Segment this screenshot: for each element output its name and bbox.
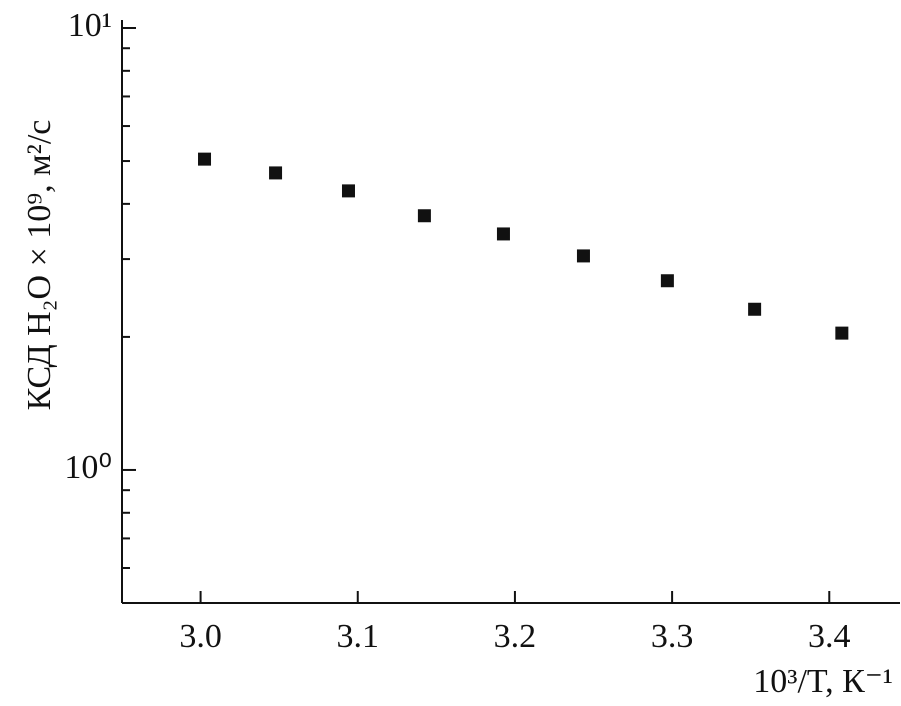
x-tick-label: 3.2 xyxy=(494,618,537,655)
data-point xyxy=(748,302,762,316)
y-tick-label: 10¹ xyxy=(68,7,112,44)
data-point xyxy=(269,166,283,180)
x-tick-label: 3.0 xyxy=(179,618,222,655)
x-tick-label: 3.3 xyxy=(651,618,694,655)
data-point xyxy=(576,249,590,263)
y-tick-label: 10⁰ xyxy=(64,449,112,486)
x-tick-label: 3.1 xyxy=(337,618,380,655)
data-point xyxy=(660,274,674,288)
x-tick-label: 3.4 xyxy=(808,618,851,655)
data-point xyxy=(417,209,431,223)
data-point xyxy=(198,152,212,166)
data-point xyxy=(496,227,510,241)
data-point xyxy=(835,326,849,340)
data-point xyxy=(341,184,355,198)
x-axis-label: 10³/T, К⁻¹ xyxy=(753,663,893,700)
y-axis-label: КСД H₂O × 10⁹, м²/с xyxy=(21,120,58,411)
